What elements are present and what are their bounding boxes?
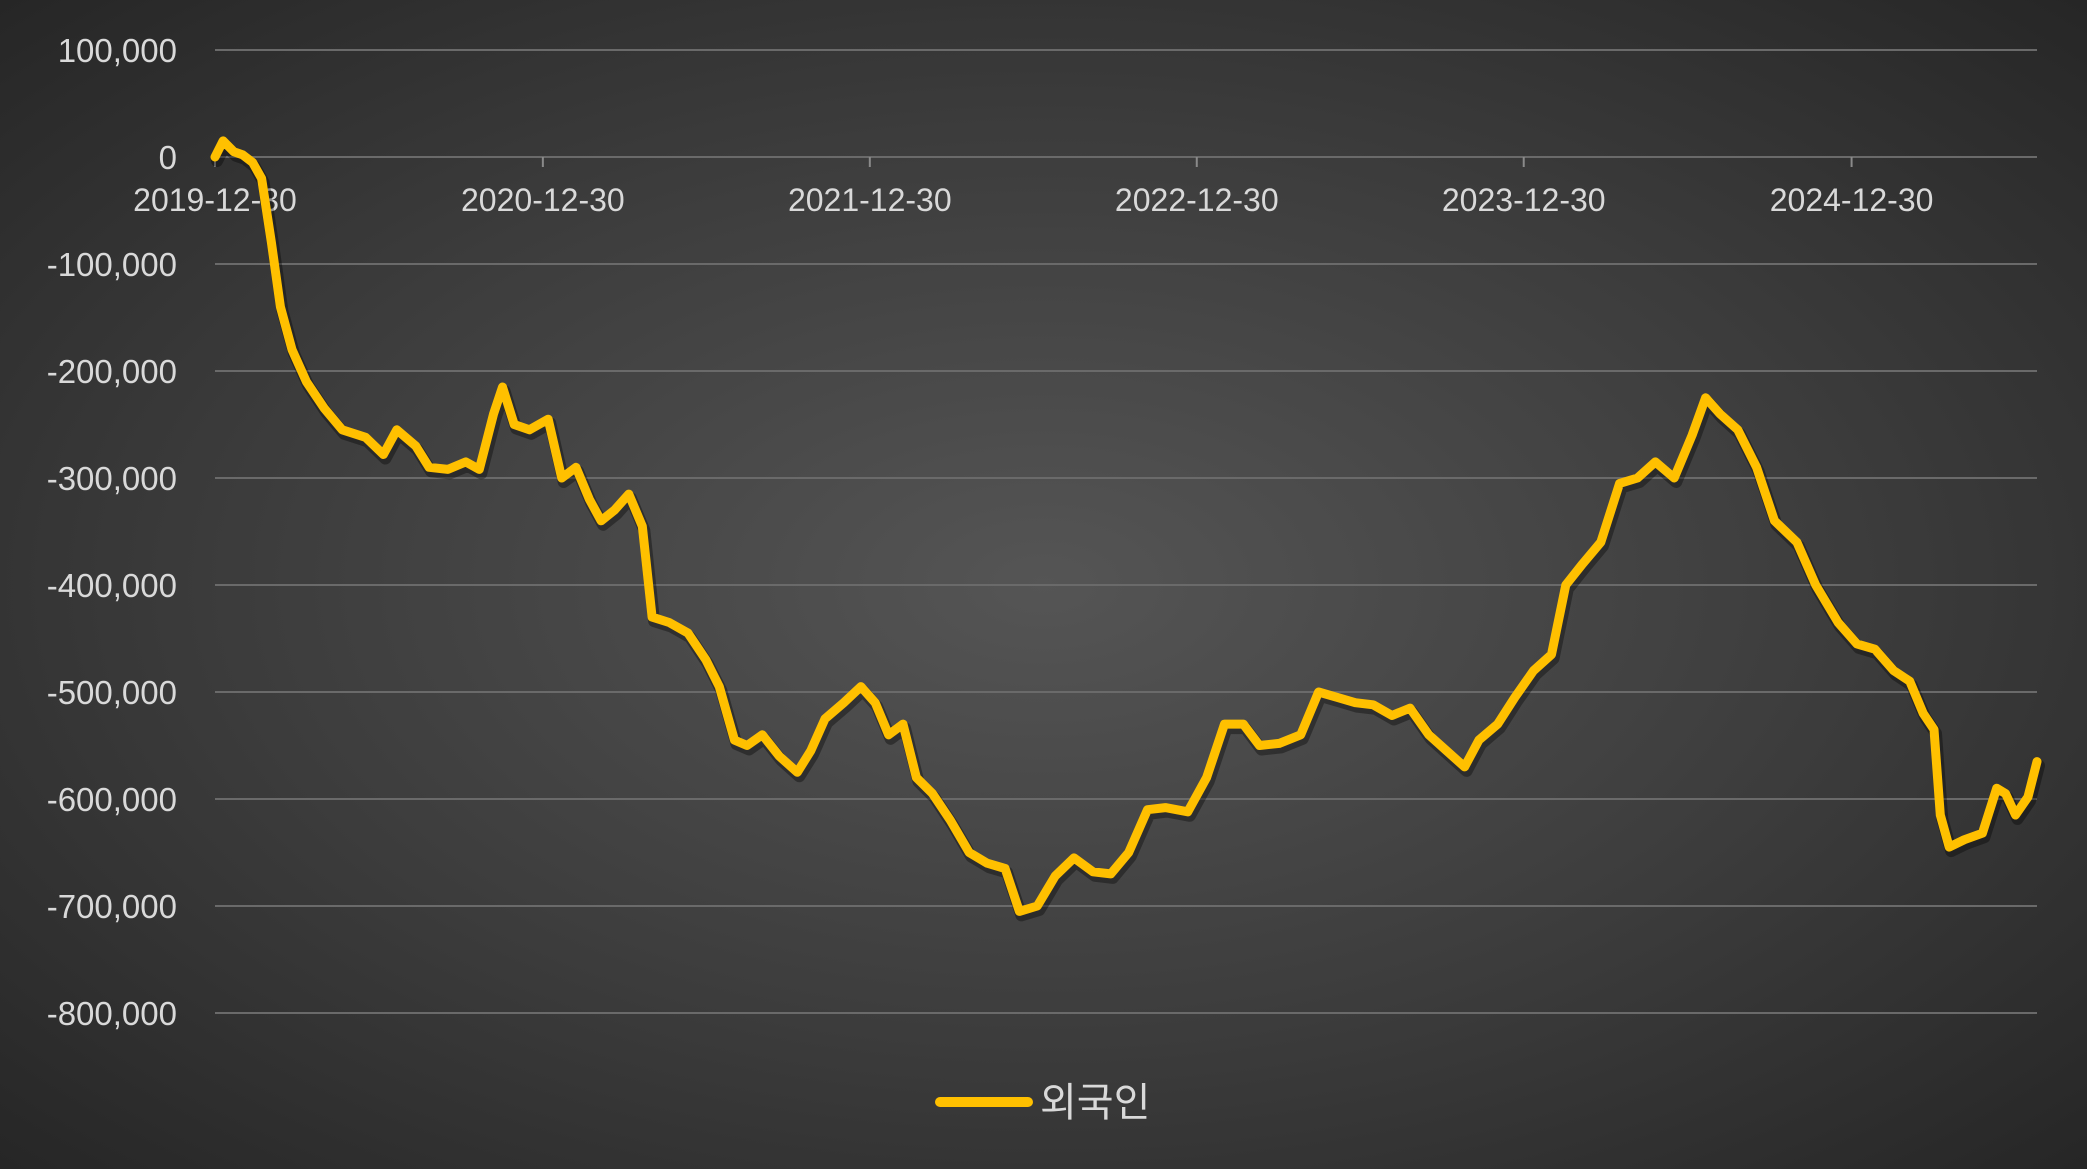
x-tick-label: 2024-12-30	[1770, 182, 1934, 218]
series-line-foreigner	[210, 136, 2042, 916]
y-tick-label: -800,000	[47, 995, 177, 1032]
y-tick-label: -400,000	[47, 567, 177, 604]
series-layer	[210, 136, 2045, 922]
y-tick-label: 0	[159, 139, 177, 176]
y-tick-label: -200,000	[47, 353, 177, 390]
y-tick-label: -600,000	[47, 781, 177, 818]
y-axis-tick-labels: 100,000 0 -100,000 -200,000 -300,000 -400,000…	[47, 32, 177, 1032]
y-tick-label: -700,000	[47, 888, 177, 925]
y-tick-label: -100,000	[47, 246, 177, 283]
y-tick-label: -500,000	[47, 674, 177, 711]
x-tick-label: 2020-12-30	[461, 182, 625, 218]
legend-label-foreigner: 외국인	[1040, 1080, 1150, 1126]
legend: 외국인	[935, 1080, 1150, 1126]
x-axis-tick-labels: 2019-12-30 2020-12-30 2021-12-30 2022-12-30…	[133, 157, 1933, 218]
y-tick-label: 100,000	[58, 32, 177, 69]
y-tick-label: -300,000	[47, 460, 177, 497]
x-tick-label: 2023-12-30	[1442, 182, 1606, 218]
gridlines	[215, 49, 2037, 1014]
x-tick-label: 2022-12-30	[1115, 182, 1279, 218]
x-tick-label: 2021-12-30	[788, 182, 952, 218]
